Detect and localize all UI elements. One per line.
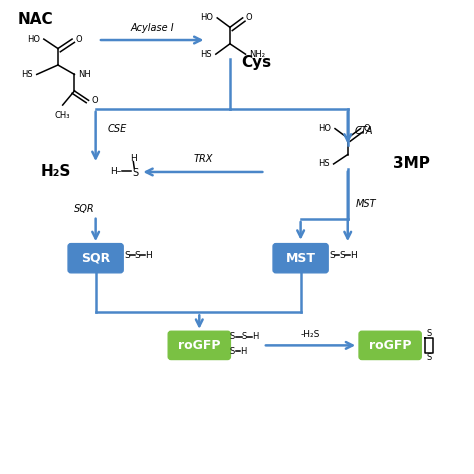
Text: CH₃: CH₃	[55, 111, 71, 120]
Text: O: O	[75, 35, 82, 44]
Text: S: S	[135, 251, 140, 260]
Text: SQR: SQR	[74, 204, 95, 214]
Text: H: H	[350, 251, 356, 260]
Text: CSE: CSE	[108, 124, 127, 134]
Text: roGFP: roGFP	[178, 339, 220, 352]
FancyBboxPatch shape	[359, 331, 421, 359]
Text: O: O	[364, 124, 370, 133]
Text: Acylase I: Acylase I	[130, 23, 174, 34]
Text: S: S	[230, 346, 235, 356]
Text: HO: HO	[201, 13, 213, 22]
Text: S: S	[132, 168, 138, 178]
Text: Cys: Cys	[241, 55, 271, 70]
Text: O: O	[246, 13, 253, 22]
Text: roGFP: roGFP	[369, 339, 411, 352]
Text: NH₂: NH₂	[249, 50, 265, 59]
Text: TRX: TRX	[193, 154, 213, 164]
Text: H₂S: H₂S	[40, 164, 71, 179]
Text: H–: H–	[110, 166, 121, 175]
Text: S: S	[124, 251, 130, 260]
Text: MST: MST	[286, 252, 316, 264]
Text: S: S	[329, 251, 335, 260]
Text: HS: HS	[318, 159, 330, 168]
Text: HO: HO	[318, 124, 331, 133]
FancyBboxPatch shape	[68, 244, 123, 273]
Text: -H₂S: -H₂S	[301, 330, 320, 339]
Text: NAC: NAC	[18, 12, 53, 27]
Text: 3MP: 3MP	[393, 156, 430, 172]
Text: SQR: SQR	[81, 252, 110, 264]
Text: HS: HS	[21, 70, 33, 79]
Text: H: H	[252, 332, 258, 341]
Text: O: O	[92, 96, 99, 105]
Text: H: H	[130, 154, 137, 163]
FancyBboxPatch shape	[273, 244, 328, 273]
Text: NH: NH	[78, 70, 91, 79]
Text: CTA: CTA	[355, 126, 374, 136]
Text: S: S	[426, 353, 431, 362]
Text: HS: HS	[201, 50, 212, 59]
Text: S: S	[242, 332, 247, 341]
Text: S: S	[339, 251, 345, 260]
Text: HO: HO	[27, 35, 40, 44]
Text: S: S	[230, 332, 235, 341]
Text: H: H	[145, 251, 152, 260]
FancyBboxPatch shape	[168, 331, 230, 359]
Text: S: S	[426, 328, 431, 337]
Text: H: H	[240, 346, 246, 356]
Text: MST: MST	[356, 199, 376, 209]
